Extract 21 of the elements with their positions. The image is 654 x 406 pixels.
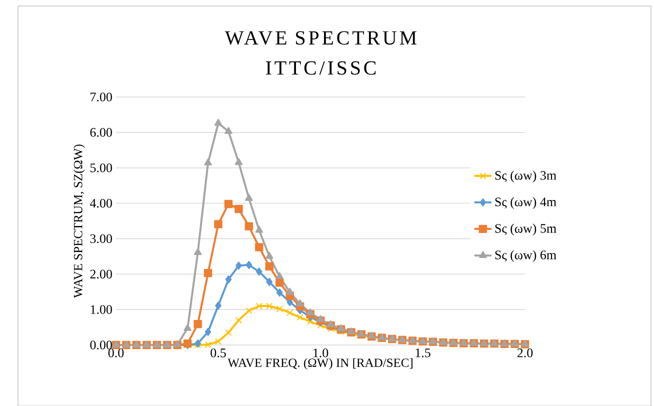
legend-label: Sς (ωw) 6m: [495, 250, 556, 262]
y-tick-label: 4.00: [90, 198, 112, 208]
y-tick-label: 1.00: [90, 304, 112, 314]
x-axis-title: WAVE FREQ. (ΩW) IN [RAD/SEC]: [228, 358, 412, 370]
y-tick-label: 7.00: [90, 92, 112, 102]
y-tick-label: 3.00: [90, 234, 112, 243]
x-tick-label: 0.0: [108, 348, 124, 358]
legend-label: Sς (ωw) 5m: [495, 223, 556, 236]
y-tick-label: 2.00: [90, 269, 112, 278]
x-tick-label: 1.0: [314, 348, 328, 358]
x-tick-label: 0.5: [210, 348, 226, 358]
y-tick-label: 6.00: [90, 128, 112, 137]
x-tick-label: 2.0: [517, 348, 533, 358]
legend-label: Sς (ωw) 4m: [495, 196, 556, 209]
y-tick-label: 0.00: [90, 340, 112, 350]
chart-subtitle: ITTC/ISSC: [266, 61, 376, 74]
y-tick-label: 5.00: [90, 163, 112, 172]
chart-title: WAVE SPECTRUM: [224, 30, 416, 45]
legend-label: Sς (ωw) 3m: [495, 170, 556, 182]
y-axis-title: WAVE SPECTRUM, SZ(ΩW): [74, 144, 85, 298]
x-tick-label: 1.5: [416, 348, 430, 358]
